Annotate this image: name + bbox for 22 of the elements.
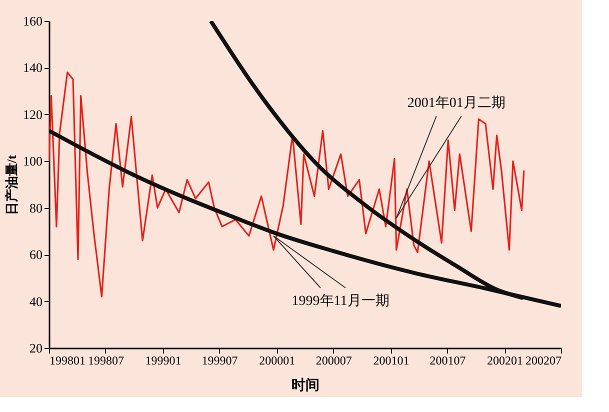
x-tick-label: 200001 <box>259 354 296 368</box>
x-tick-label: 199907 <box>202 354 238 368</box>
x-tick-label: 199901 <box>145 354 182 368</box>
x-tick-label: 200007 <box>316 354 352 368</box>
annotation: 1999年11月一期 <box>292 292 390 309</box>
y-tick-label: 40 <box>30 294 42 309</box>
x-tick-label: 199807 <box>88 354 124 368</box>
x-tick-label: 200207 <box>526 354 562 368</box>
y-tick-label: 120 <box>23 106 42 122</box>
y-tick-label: 20 <box>30 340 42 356</box>
y-axis-title: 日产油量/t <box>4 154 19 215</box>
x-axis-title: 时间 <box>292 378 320 394</box>
x-tick-label: 200107 <box>430 354 466 368</box>
x-tick-label: 199801 <box>50 354 86 368</box>
y-tick-label: 60 <box>30 247 42 262</box>
y-tick-label: 160 <box>23 14 42 28</box>
y-tick-label: 140 <box>23 60 42 76</box>
x-tick-label: 200201 <box>487 354 524 368</box>
x-tick-label: 200101 <box>373 354 410 368</box>
y-tick-label: 100 <box>23 154 42 169</box>
y-tick-label: 80 <box>30 200 42 216</box>
annotation: 2001年01月二期 <box>407 95 506 112</box>
